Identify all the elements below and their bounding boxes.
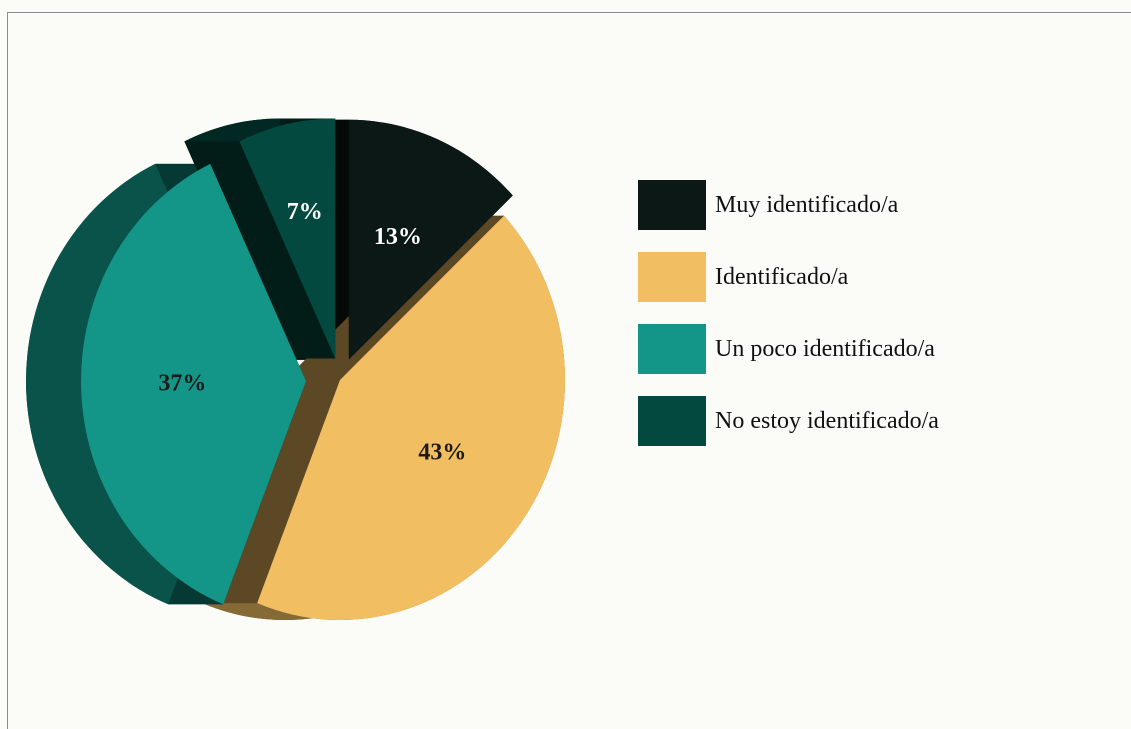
slice-muy-identificado-a (348, 119, 513, 360)
legend-swatch-muy-identificado-a (638, 180, 706, 230)
legend-item-muy-identificado-a: Muy identificado/a (638, 180, 898, 230)
slice-side-un-poco-identificado-a (26, 163, 224, 605)
legend-item-identificado-a: Identificado/a (638, 252, 848, 302)
legend-label-muy-identificado-a: Muy identificado/a (715, 191, 899, 218)
slice-label-no-estoy-identificado-a: 7% (287, 199, 323, 225)
frame-top-border (7, 12, 1131, 13)
legend-swatch-un-poco-identificado-a (638, 324, 706, 374)
legend-label-identificado-a: Identificado/a (715, 263, 849, 290)
legend-label-no-estoy-identificado-a: No estoy identificado/a (715, 407, 939, 434)
slice-un-poco-identificado-a (81, 163, 307, 605)
legend-item-no-estoy-identificado-a: No estoy identificado/a (638, 396, 939, 446)
slice-identificado-a (257, 215, 566, 621)
slice-no-estoy-identificado-a (239, 118, 336, 359)
pie-label-layer: 13% 43% 37% 7% (158, 199, 466, 466)
legend-label-un-poco-identificado-a: Un poco identificado/a (715, 335, 935, 362)
frame-left-border (7, 12, 8, 729)
slice-label-un-poco-identificado-a: 37% (158, 371, 206, 397)
legend-item-un-poco-identificado-a: Un poco identificado/a (638, 324, 935, 374)
legend-swatch-identificado-a (638, 252, 706, 302)
slice-label-identificado-a: 43% (418, 440, 466, 466)
legend-swatch-no-estoy-identificado-a (638, 396, 706, 446)
slice-side-no-estoy-identificado-a (184, 118, 336, 142)
slice-label-muy-identificado-a: 13% (374, 224, 422, 250)
pie-top-layer (81, 118, 566, 621)
